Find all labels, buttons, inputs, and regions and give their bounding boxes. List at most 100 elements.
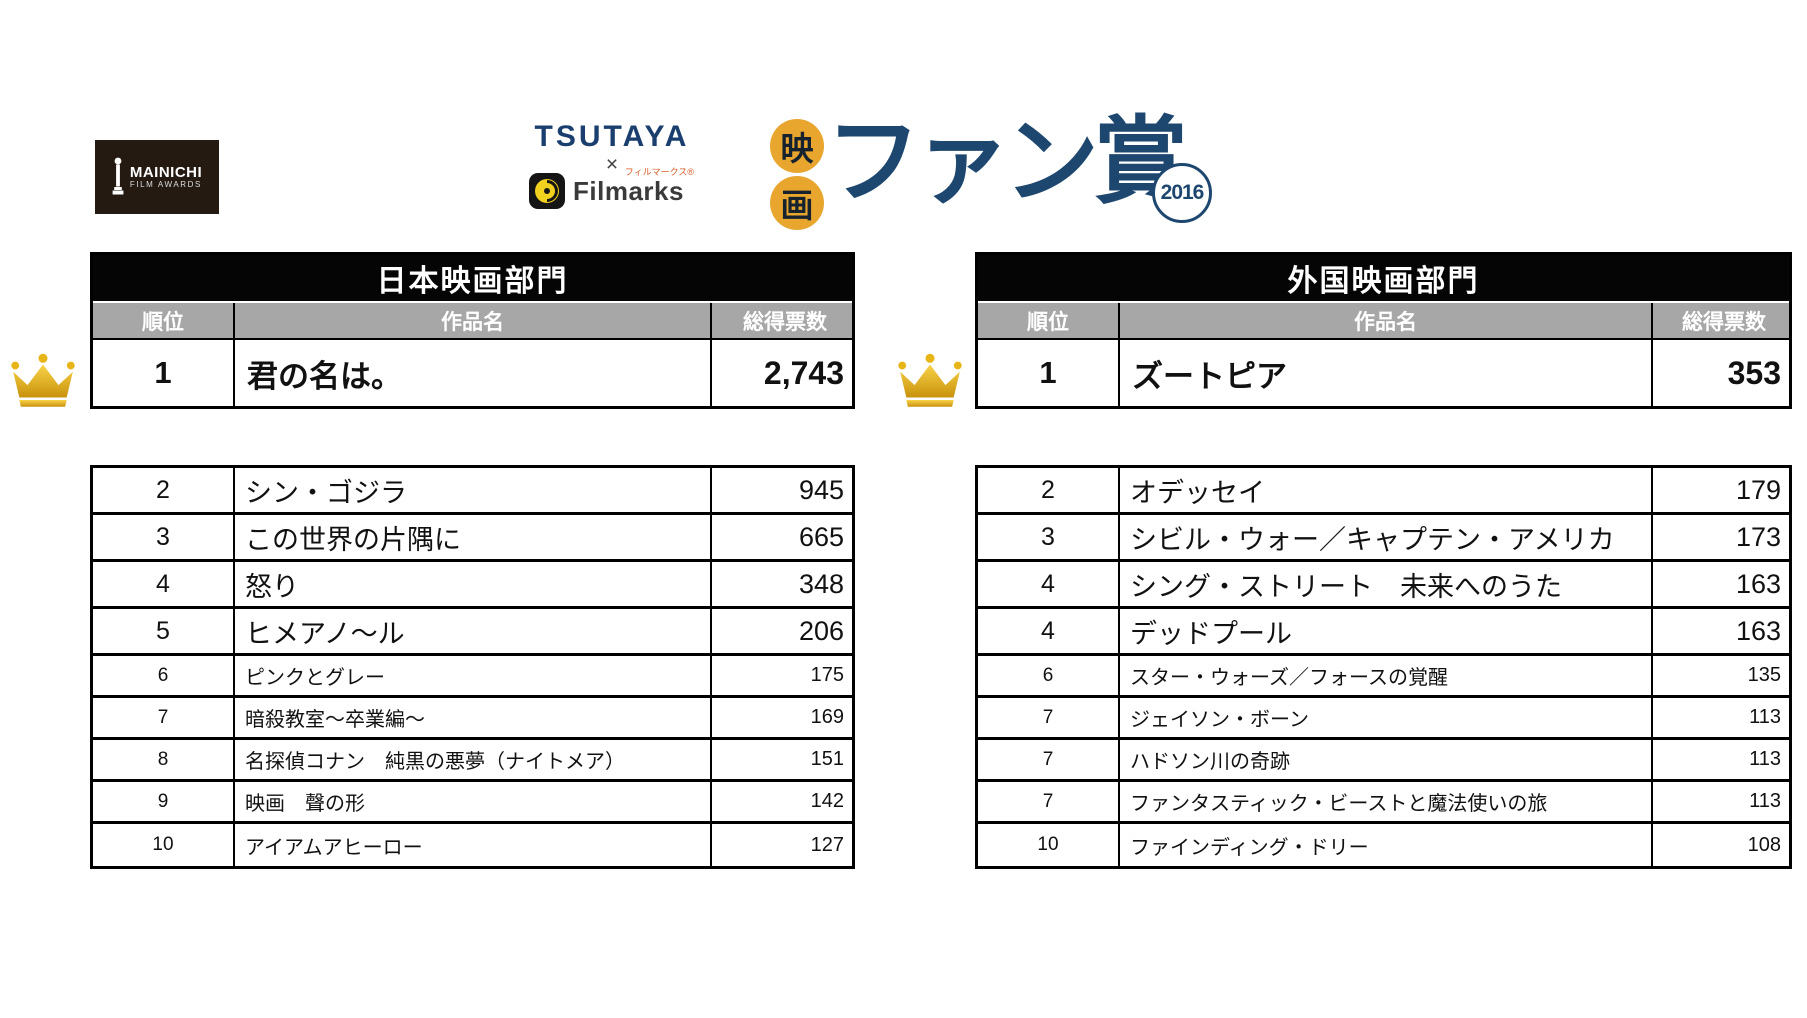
column-header-title: 作品名 xyxy=(235,303,712,338)
title-cell: ハドソン川の奇跡 xyxy=(1120,740,1653,779)
column-header-votes: 総得票数 xyxy=(743,310,827,334)
votes-cell: 127 xyxy=(810,833,844,856)
table-row: 9 映画 聲の形 142 xyxy=(93,782,852,824)
table-row: 8 名探偵コナン 純黒の悪夢（ナイトメア） 151 xyxy=(93,740,852,782)
mainichi-logo-line2: FILM AWARDS xyxy=(129,179,202,189)
column-header-title: 作品名 xyxy=(1120,303,1653,338)
year-2016-badge: 2016 xyxy=(1152,163,1212,223)
column-header-rank: 順位 xyxy=(978,303,1120,338)
title-cell: シビル・ウォー／キャプテン・アメリカ xyxy=(1120,515,1653,559)
votes-cell: 945 xyxy=(798,474,844,505)
title-cell: スター・ウォーズ／フォースの覚醒 xyxy=(1120,656,1653,695)
rank-cell: 4 xyxy=(978,609,1120,653)
foreign-table-column-headers: 順位 作品名 総得票数 xyxy=(978,303,1789,340)
title-cell: シング・ストリート 未来へのうた xyxy=(1120,562,1653,606)
title-cell: ズートピア xyxy=(1120,340,1653,406)
title-cell: 君の名は。 xyxy=(235,340,712,406)
foreign-ranking-header-table: 外国映画部門 順位 作品名 総得票数 1 ズートピア 353 xyxy=(975,252,1792,409)
title-cell: ファンタスティック・ビーストと魔法使いの旅 xyxy=(1120,782,1653,821)
votes-cell: 108 xyxy=(1747,833,1781,856)
votes-cell: 169 xyxy=(810,706,844,728)
rank-cell: 1 xyxy=(93,340,235,406)
title-cell: この世界の片隅に xyxy=(235,515,712,559)
rank-cell: 10 xyxy=(93,824,235,866)
table-row: 7 暗殺教室〜卒業編〜 169 xyxy=(93,698,852,740)
column-header-votes: 総得票数 xyxy=(1682,310,1766,334)
table-row: 3 この世界の片隅に 665 xyxy=(93,515,852,562)
filmarks-wordmark: Filmarks xyxy=(573,175,684,206)
votes-cell: 163 xyxy=(1735,615,1781,646)
title-cell: 暗殺教室〜卒業編〜 xyxy=(235,698,712,737)
japan-ranking-header-table: 日本映画部門 順位 作品名 総得票数 1 君の名は。 2,743 xyxy=(90,252,855,409)
rank-cell: 7 xyxy=(978,698,1120,737)
votes-cell: 175 xyxy=(810,664,844,686)
votes-cell: 163 xyxy=(1735,568,1781,599)
votes-cell: 135 xyxy=(1747,664,1781,686)
votes-cell: 173 xyxy=(1735,521,1781,552)
foreign-table-title: 外国映画部門 xyxy=(978,255,1789,303)
title-cell: 名探偵コナン 純黒の悪夢（ナイトメア） xyxy=(235,740,712,779)
table-row: 4 シング・ストリート 未来へのうた 163 xyxy=(978,562,1789,609)
rank-cell: 2 xyxy=(93,468,235,512)
table-row: 7 ジェイソン・ボーン 113 xyxy=(978,698,1789,740)
table-row: 6 ピンクとグレー 175 xyxy=(93,656,852,698)
table-row: 5 ヒメアノ〜ル 206 xyxy=(93,609,852,656)
crown-icon-left xyxy=(11,353,75,407)
rank-cell: 6 xyxy=(93,656,235,695)
rank-cell: 3 xyxy=(978,515,1120,559)
table-row: 7 ファンタスティック・ビーストと魔法使いの旅 113 xyxy=(978,782,1789,824)
votes-cell: 179 xyxy=(1735,474,1781,505)
table-row: 7 ハドソン川の奇跡 113 xyxy=(978,740,1789,782)
votes-cell: 113 xyxy=(1749,790,1781,812)
votes-cell: 665 xyxy=(798,521,844,552)
eiga-circle-top: 映 xyxy=(770,119,824,173)
table-row: 6 スター・ウォーズ／フォースの覚醒 135 xyxy=(978,656,1789,698)
title-cell: ジェイソン・ボーン xyxy=(1120,698,1653,737)
rank-cell: 7 xyxy=(93,698,235,737)
title-cell: ファインディング・ドリー xyxy=(1120,824,1653,866)
japan-rank1-row: 1 君の名は。 2,743 xyxy=(93,340,852,406)
table-row: 4 デッドプール 163 xyxy=(978,609,1789,656)
rank-cell: 1 xyxy=(978,340,1120,406)
title-cell: デッドプール xyxy=(1120,609,1653,653)
rank-cell: 3 xyxy=(93,515,235,559)
votes-cell: 353 xyxy=(1727,354,1781,391)
tsutaya-logo: TSUTAYA xyxy=(534,120,690,153)
votes-cell: 348 xyxy=(798,568,844,599)
votes-cell: 206 xyxy=(798,615,844,646)
table-row: 2 オデッセイ 179 xyxy=(978,468,1789,515)
crown-icon-right xyxy=(898,353,962,407)
votes-cell: 151 xyxy=(810,748,844,770)
rank-cell: 7 xyxy=(978,740,1120,779)
rank-cell: 6 xyxy=(978,656,1120,695)
rank-cell: 7 xyxy=(978,782,1120,821)
table-row: 10 ファインディング・ドリー 108 xyxy=(978,824,1789,866)
mainichi-film-awards-logo: MAINICHI FILM AWARDS xyxy=(95,140,219,214)
rank-cell: 2 xyxy=(978,468,1120,512)
votes-cell: 113 xyxy=(1749,748,1781,770)
filmarks-katakana-label: フィルマークス® xyxy=(624,166,694,177)
title-cell: 怒り xyxy=(235,562,712,606)
table-row: 2 シン・ゴジラ 945 xyxy=(93,468,852,515)
japan-ranking-rows: 2 シン・ゴジラ 945 3 この世界の片隅に 665 4 怒り 348 5 ヒ… xyxy=(90,465,855,869)
votes-cell: 2,743 xyxy=(763,354,844,391)
table-row: 4 怒り 348 xyxy=(93,562,852,609)
title-cell: アイアムアヒーロー xyxy=(235,824,712,866)
votes-cell: 113 xyxy=(1749,706,1781,728)
japan-table-column-headers: 順位 作品名 総得票数 xyxy=(93,303,852,340)
filmarks-logo: フィルマークス® Filmarks xyxy=(528,167,694,210)
title-cell: オデッセイ xyxy=(1120,468,1653,512)
title-cell: ヒメアノ〜ル xyxy=(235,609,712,653)
eiga-circle-bottom: 画 xyxy=(770,176,824,230)
foreign-rank1-row: 1 ズートピア 353 xyxy=(978,340,1789,406)
rank-cell: 9 xyxy=(93,782,235,821)
fan-award-wordmark: ファン賞 xyxy=(826,109,1188,215)
foreign-ranking-rows: 2 オデッセイ 179 3 シビル・ウォー／キャプテン・アメリカ 173 4 シ… xyxy=(975,465,1792,869)
table-row: 10 アイアムアヒーロー 127 xyxy=(93,824,852,866)
title-cell: ピンクとグレー xyxy=(235,656,712,695)
title-cell: 映画 聲の形 xyxy=(235,782,712,821)
title-cell: シン・ゴジラ xyxy=(235,468,712,512)
filmarks-icon xyxy=(529,173,565,209)
table-row: 3 シビル・ウォー／キャプテン・アメリカ 173 xyxy=(978,515,1789,562)
